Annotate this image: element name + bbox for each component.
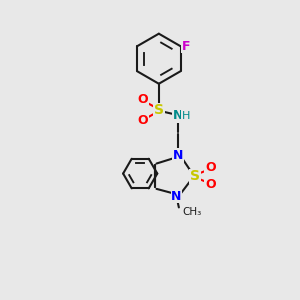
Text: N: N (171, 190, 182, 203)
Text: O: O (137, 93, 148, 106)
Text: O: O (205, 178, 216, 191)
Text: O: O (205, 161, 216, 175)
Text: O: O (137, 114, 148, 127)
Text: S: S (154, 103, 164, 117)
Text: F: F (182, 40, 190, 53)
Text: CH₃: CH₃ (182, 207, 202, 217)
Text: N: N (173, 109, 183, 122)
Text: N: N (173, 149, 183, 162)
Text: H: H (182, 110, 190, 121)
Text: S: S (190, 169, 200, 183)
